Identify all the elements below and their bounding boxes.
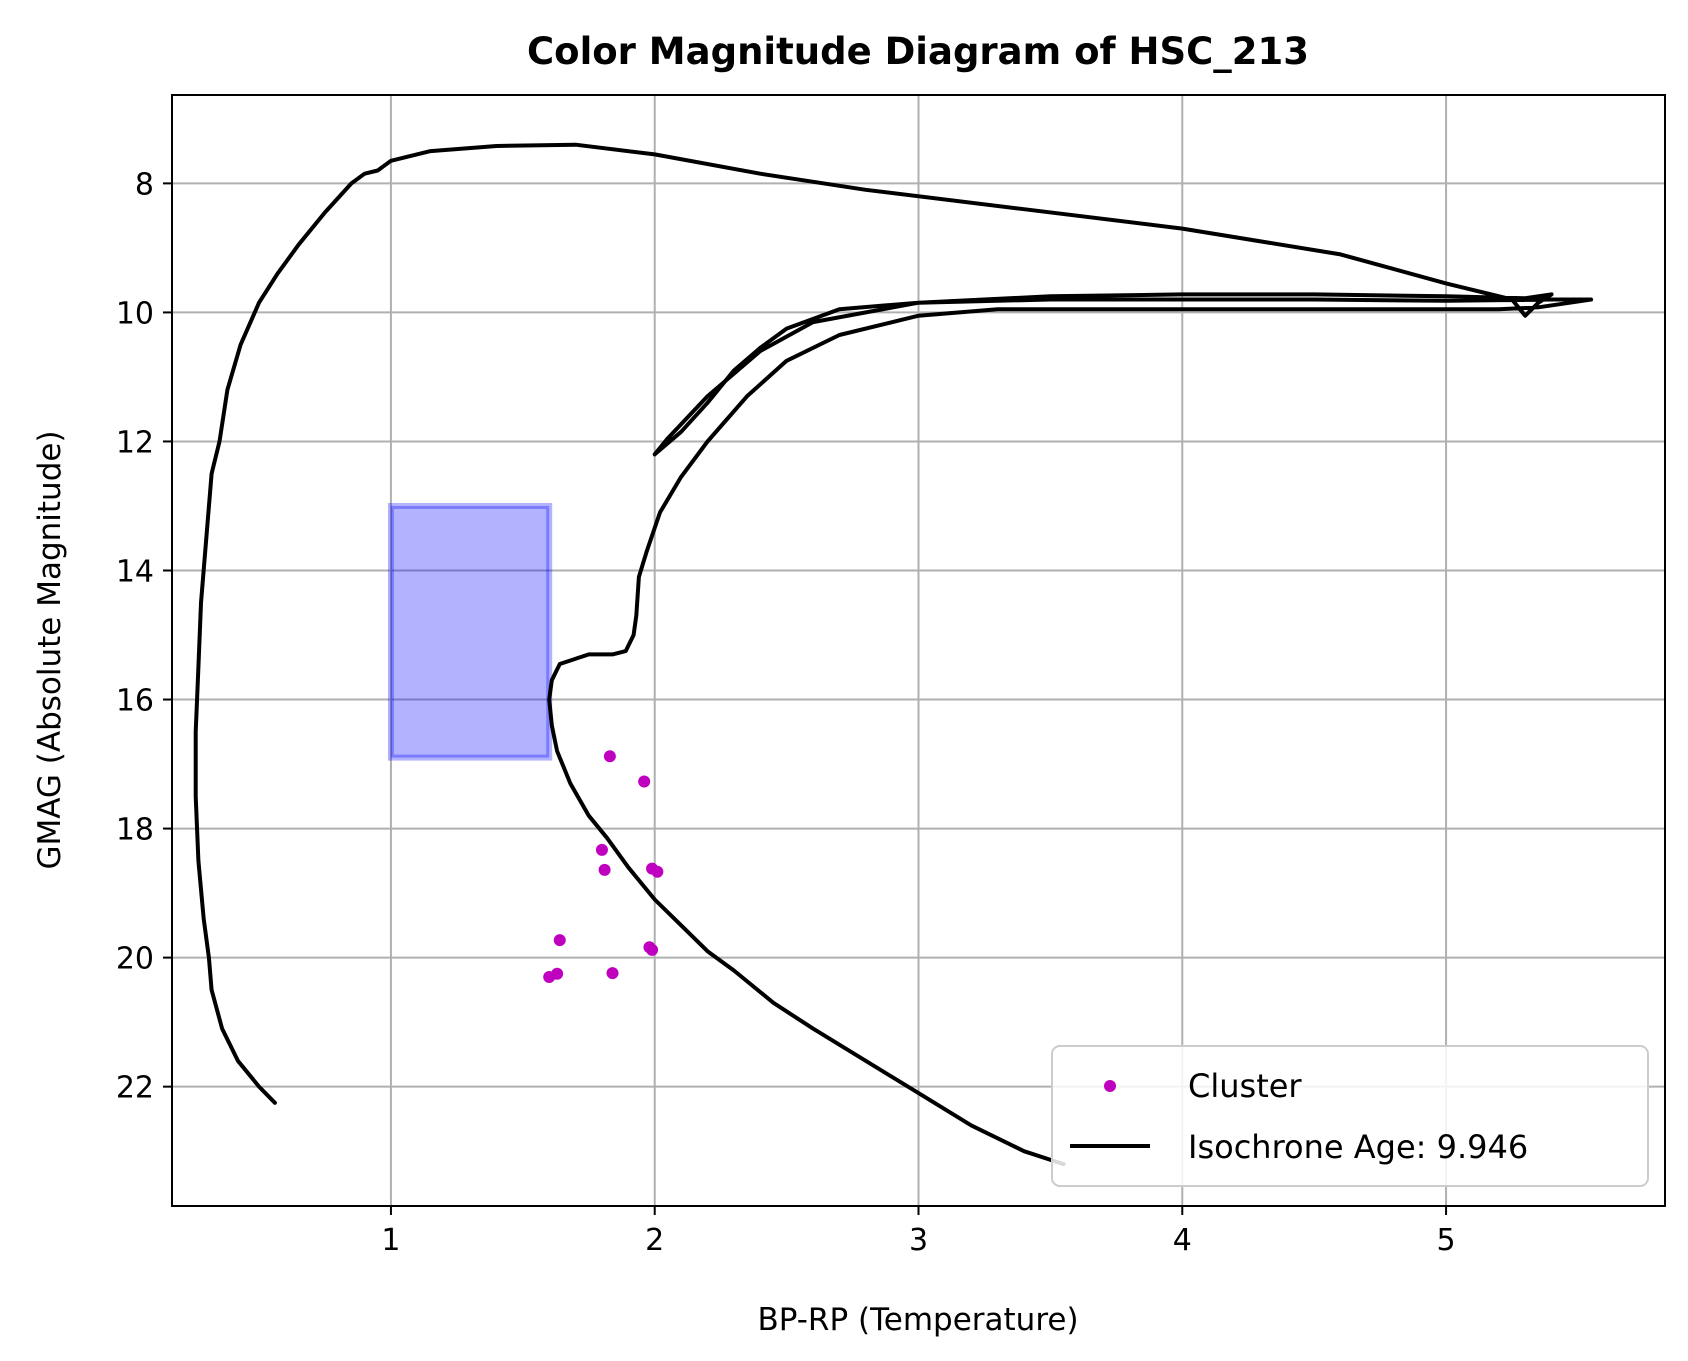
x-axis-label: BP-RP (Temperature) [757,1302,1078,1338]
y-axis-label: GMAG (Absolute Magnitude) [32,430,68,869]
highlight-region [387,502,553,761]
y-tick-label-7: 22 [116,1071,154,1106]
cluster-point-11 [606,967,619,980]
legend: Cluster Isochrone Age: 9.946 [1051,1045,1649,1187]
legend-cluster-label: Cluster [1188,1067,1302,1105]
cluster-point-10 [543,970,556,983]
cluster-points-layer [543,750,664,983]
cluster-point-2 [595,843,608,856]
y-tick-label-2: 12 [116,425,154,460]
y-tick-label-4: 16 [116,684,154,719]
x-tick-label-0: 1 [381,1223,400,1258]
x-tick-label-4: 5 [1437,1223,1456,1258]
y-tick-label-3: 14 [116,554,154,589]
cluster-point-3 [598,863,611,876]
x-tick-label-1: 2 [645,1223,664,1258]
legend-isochrone-label: Isochrone Age: 9.946 [1188,1128,1528,1166]
y-tick-label-6: 20 [116,942,154,977]
cluster-point-1 [638,775,651,788]
cluster-point-6 [553,934,566,947]
cluster-point-0 [603,750,616,763]
y-tick-label-0: 8 [135,167,154,202]
isochrone-line [193,142,1594,1167]
isochrone-layer [193,142,1594,1167]
y-tick-label-5: 18 [116,813,154,848]
highlight-region-layer [387,502,553,761]
cluster-point-5 [651,865,664,878]
x-tick-label-3: 4 [1173,1223,1192,1258]
x-tick-label-2: 3 [909,1223,928,1258]
cluster-point-8 [646,943,659,956]
chart-title: Color Magnitude Diagram of HSC_213 [527,30,1309,73]
y-tick-label-1: 10 [116,296,154,331]
legend-box [1051,1045,1649,1187]
legend-cluster-marker [1104,1080,1116,1092]
grid-lines [172,95,1665,1206]
